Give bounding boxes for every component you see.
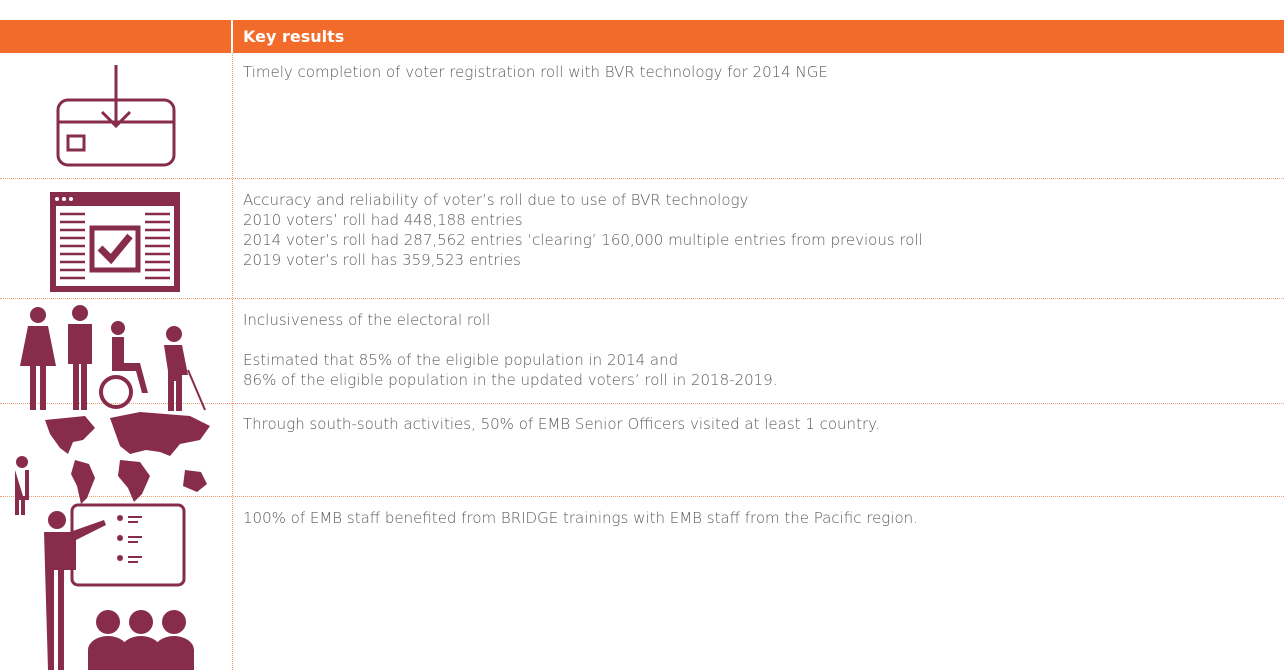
row-divider xyxy=(0,178,1284,179)
card-reader-icon xyxy=(56,65,176,167)
text-line: 100% of EMB staff benefited from BRIDGE … xyxy=(243,509,918,527)
row-divider xyxy=(0,496,1284,497)
result-cell: Accuracy and reliability of voter’s roll… xyxy=(243,190,1263,290)
text-line: 2014 voter’s roll had 287,562 entries ‘c… xyxy=(243,231,923,249)
text-line: Accuracy and reliability of voter’s roll… xyxy=(243,191,749,209)
text-line: Timely completion of voter registration … xyxy=(243,63,828,81)
result-cell: Through south-south activities, 50% of E… xyxy=(243,414,1263,454)
text-line: Estimated that 85% of the eligible popul… xyxy=(243,351,679,369)
row-divider xyxy=(0,298,1284,299)
text-line: 2010 voters’ roll had 448,188 entries xyxy=(243,211,523,229)
paragraph: Estimated that 85% of the eligible popul… xyxy=(243,350,1263,390)
text-line: Inclusiveness of the electoral roll xyxy=(243,311,491,329)
paragraph: Accuracy and reliability of voter’s roll… xyxy=(243,190,1263,270)
header-title: Key results xyxy=(243,27,345,46)
result-cell: Timely completion of voter registration … xyxy=(243,62,1263,102)
training-icon xyxy=(44,503,194,670)
paragraph: Inclusiveness of the electoral roll xyxy=(243,310,1263,330)
icons xyxy=(15,65,210,670)
text-line: 2019 voter’s roll has 359,523 entries xyxy=(243,251,521,269)
paragraph: Through south-south activities, 50% of E… xyxy=(243,414,1263,434)
table-header xyxy=(0,20,1284,53)
header-separator xyxy=(231,20,233,53)
text-line: 86% of the eligible population in the up… xyxy=(243,371,778,389)
result-cell: Inclusiveness of the electoral roll Estim… xyxy=(243,310,1263,410)
paragraph: 100% of EMB staff benefited from BRIDGE … xyxy=(243,508,1263,528)
people-icon xyxy=(20,305,206,411)
row-divider xyxy=(0,403,1284,404)
checklist-icon xyxy=(50,192,180,292)
paragraph: Timely completion of voter registration … xyxy=(243,62,1263,82)
result-cell: 100% of EMB staff benefited from BRIDGE … xyxy=(243,508,1263,548)
world-map-icon xyxy=(15,412,210,515)
column-divider xyxy=(232,53,233,670)
text-line: Through south-south activities, 50% of E… xyxy=(243,415,880,433)
